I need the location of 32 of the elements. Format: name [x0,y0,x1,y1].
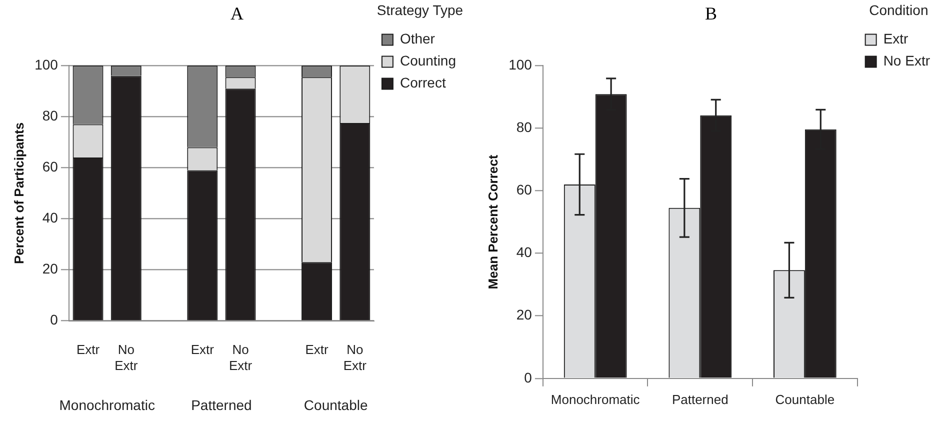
legend-title: Condition [869,2,928,18]
x-tick-label: No Extr [228,342,253,373]
y-tick-label: 0 [50,312,58,328]
legend-label: No Extr [883,52,930,69]
y-tick-label: 60 [516,182,532,198]
x-tick-label: No Extr [343,342,368,373]
y-tick-label: 20 [516,306,532,323]
x-tick-label: Extr [190,342,215,358]
legend-label: Correct [400,74,446,91]
x-tick-label: Extr [305,342,329,358]
x-tick-label: No Extr [114,342,138,373]
x-tick-label: Monochromatic [550,392,640,407]
y-tick-label: 20 [42,260,58,277]
chart-title: B [704,4,718,24]
y-axis-title: Percent of Participants [11,122,26,264]
y-tick-label: 0 [524,369,532,386]
legend-label: Extr [883,30,909,47]
y-tick-label: 40 [516,244,532,260]
legend-title: Strategy Type [376,2,464,18]
y-tick-label: 80 [516,119,532,136]
y-axis-title: Mean Percent Correct [485,154,500,290]
x-tick-label: Extr [76,342,100,358]
legend-label: Counting [400,52,456,69]
legend-label: Other [400,30,436,47]
y-tick-label: 60 [42,158,58,175]
x-tick-label: Patterned [672,392,728,407]
y-tick-label: 100 [34,56,58,72]
x-tick-label: Countable [775,392,835,407]
y-tick-label: 100 [508,56,532,72]
y-tick-label: 80 [42,108,58,124]
y-tick-label: 40 [42,210,58,226]
chart-title: A [230,4,244,24]
